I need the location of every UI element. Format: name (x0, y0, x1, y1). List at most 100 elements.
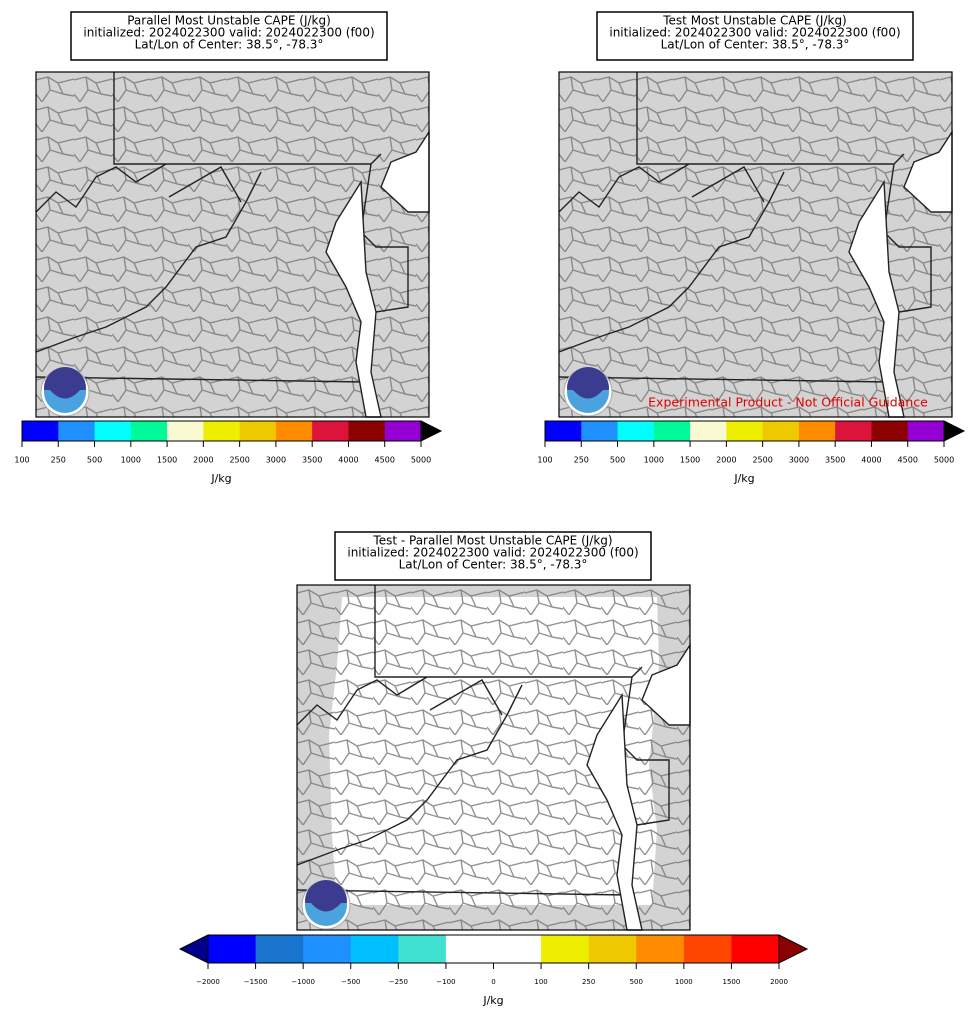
colorbar-tick-label: 1500 (723, 978, 741, 986)
colorbar-extend-max (420, 420, 443, 442)
watermark: Experimental Product - Not Official Guid… (648, 395, 928, 410)
colorbar-segment (58, 421, 96, 441)
title-line: initialized: 2024022300 valid: 202402230… (83, 26, 374, 40)
title-line: initialized: 2024022300 valid: 202402230… (609, 26, 900, 40)
colorbar-tick-label: 3000 (266, 456, 286, 465)
colorbar-segment (636, 935, 685, 963)
panel: Parallel Most Unstable CAPE (J/kg)initia… (14, 11, 443, 485)
noaa-logo (40, 367, 90, 417)
colorbar-tick-label: 1000 (675, 978, 693, 986)
colorbar-segment (255, 935, 304, 963)
colorbar-segment (541, 935, 590, 963)
map: Experimental Product - Not Official Guid… (558, 71, 953, 418)
colorbar-tick-label: 500 (630, 978, 643, 986)
map (296, 584, 691, 931)
title-line: Lat/Lon of Center: 38.5°, -78.3° (135, 38, 324, 52)
colorbar-tick-label: 1000 (121, 456, 141, 465)
colorbar-tick-label: −500 (341, 978, 360, 986)
colorbar-tick-label: 2000 (193, 456, 213, 465)
colorbar-tick-label: −1500 (244, 978, 268, 986)
colorbar-tick-label: 4000 (861, 456, 881, 465)
title-box (70, 11, 388, 61)
colorbar-extend-min (178, 934, 209, 964)
colorbar-extend-max (943, 420, 966, 442)
map-frame (558, 71, 953, 418)
colorbar-segment (907, 421, 945, 441)
colorbar-tick-label: 100 (534, 978, 547, 986)
logo-top (305, 882, 347, 912)
colorbar-tick-label: 2500 (752, 456, 772, 465)
panel: Test - Parallel Most Unstable CAPE (J/kg… (178, 531, 809, 1007)
title-line: Test Most Unstable CAPE (J/kg) (662, 14, 847, 28)
colorbar-segment (275, 421, 313, 441)
colorbar-segment (545, 421, 582, 441)
colorbar-tick-label: 4000 (338, 456, 358, 465)
colorbar-segment (203, 421, 241, 441)
title-line: Lat/Lon of Center: 38.5°, -78.3° (661, 38, 850, 52)
colorbar-segment (130, 421, 168, 441)
colorbar-label: J/kg (482, 994, 503, 1007)
logo-top (44, 369, 86, 399)
colorbar-segment (398, 935, 447, 963)
colorbar-segment (493, 935, 542, 963)
colorbar-segment (350, 935, 399, 963)
title-box (596, 11, 914, 61)
colorbar-tick-label: −1000 (291, 978, 315, 986)
colorbar-segment (94, 421, 132, 441)
colorbar-tick-label: 1500 (157, 456, 177, 465)
colorbar-tick-label: 2000 (770, 978, 788, 986)
colorbar-segment (312, 421, 349, 441)
colorbar-segment (653, 421, 691, 441)
title-line: initialized: 2024022300 valid: 202402230… (347, 546, 638, 560)
colorbar-tick-label: 5000 (411, 456, 431, 465)
colorbar-frame (21, 420, 422, 442)
noaa-logo (301, 880, 351, 930)
colorbar-tick-label: 2500 (229, 456, 249, 465)
noaa-logo (563, 367, 613, 417)
colorbar-segment (384, 421, 422, 441)
colorbar-tick-label: 1000 (644, 456, 664, 465)
colorbar-segment (348, 421, 386, 441)
colorbar-segment (445, 935, 494, 963)
colorbar-tick-label: 500 (87, 456, 102, 465)
map (35, 71, 430, 418)
colorbar-label: J/kg (210, 472, 231, 485)
colorbar-segment (588, 935, 637, 963)
map-frame (296, 584, 691, 931)
title-line: Lat/Lon of Center: 38.5°, -78.3° (399, 558, 588, 572)
panel: Experimental Product - Not Official Guid… (537, 11, 966, 485)
colorbar-segment (690, 421, 727, 441)
colorbar-tick-label: −250 (389, 978, 408, 986)
colorbar-segment (239, 421, 277, 441)
colorbar-segment (731, 935, 780, 963)
colorbar-tick-label: 4500 (375, 456, 395, 465)
colorbar-tick-label: 1500 (680, 456, 700, 465)
colorbar-segment (581, 421, 619, 441)
map-frame (35, 71, 430, 418)
colorbar-segment (726, 421, 764, 441)
colorbar-tick-label: 5000 (934, 456, 954, 465)
colorbar-label: J/kg (733, 472, 754, 485)
colorbar-tick-label: 100 (14, 456, 29, 465)
title-line: Test - Parallel Most Unstable CAPE (J/kg… (372, 534, 612, 548)
colorbar-segment (167, 421, 204, 441)
colorbar-segment (798, 421, 836, 441)
colorbar-tick-label: 250 (582, 978, 595, 986)
colorbar-segment (617, 421, 655, 441)
panels: Parallel Most Unstable CAPE (J/kg)initia… (14, 11, 966, 1007)
colorbar-tick-label: 250 (51, 456, 66, 465)
colorbar-tick-label: 4500 (898, 456, 918, 465)
colorbar-frame (544, 420, 945, 442)
title-box (334, 531, 652, 581)
colorbar-segment (22, 421, 59, 441)
colorbar-tick-label: 3500 (302, 456, 322, 465)
colorbar-tick-label: 250 (574, 456, 589, 465)
colorbar-extend-max (778, 934, 809, 964)
colorbar-segment (208, 935, 257, 963)
colorbar-tick-label: 2000 (716, 456, 736, 465)
colorbar-tick-label: 100 (537, 456, 552, 465)
colorbar-tick-label: 3500 (825, 456, 845, 465)
colorbar-tick-label: 0 (491, 978, 495, 986)
colorbar-segment (871, 421, 909, 441)
